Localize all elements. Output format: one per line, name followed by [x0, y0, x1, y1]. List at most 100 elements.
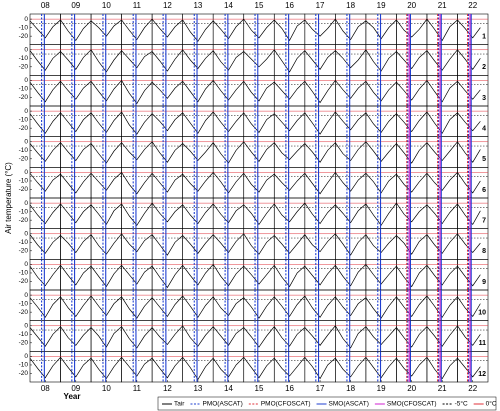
legend-label: -5°C: [455, 400, 468, 408]
y-tick-label: 0: [24, 200, 28, 207]
year-cell: [29, 136, 61, 168]
panel-number: 10: [478, 310, 486, 317]
y-tick-label: 0: [24, 353, 28, 360]
year-cell: [151, 167, 183, 199]
x-tick-label-top: 14: [224, 1, 233, 10]
y-tick-label: -20: [19, 309, 29, 316]
x-tick-label-bottom: 20: [407, 384, 416, 393]
y-tick-label: -20: [19, 33, 29, 40]
year-cell: [182, 44, 214, 76]
x-tick-label-top: 15: [255, 1, 264, 10]
y-tick-label: 0: [24, 261, 28, 268]
panel-number: 9: [482, 279, 486, 286]
y-tick-label: -20: [19, 340, 29, 347]
x-tick-label-top: 13: [193, 1, 202, 10]
x-tick-label-top: 21: [438, 1, 447, 10]
x-tick-label-bottom: 21: [438, 384, 447, 393]
year-cell: [121, 289, 153, 321]
year-cell: [151, 13, 183, 45]
y-tick-label: -20: [19, 278, 29, 285]
panel-number: 5: [482, 156, 486, 163]
year-cell: [396, 197, 428, 229]
year-cell: [121, 44, 153, 76]
year-cell: [60, 75, 92, 107]
y-tick-label: -20: [19, 217, 29, 224]
x-tick-label-top: 09: [71, 1, 80, 10]
x-tick-label-bottom: 10: [102, 384, 111, 393]
year-cell: [273, 351, 306, 383]
year-cell: [273, 228, 306, 260]
y-tick-label: -20: [19, 125, 29, 132]
year-cell: [273, 44, 306, 76]
year-cell: [304, 351, 336, 383]
y-tick-label: 0: [24, 46, 28, 53]
x-tick-label-bottom: 22: [468, 384, 477, 393]
year-cell: [243, 259, 275, 291]
y-tick-label: 0: [24, 292, 28, 299]
year-cell: [365, 13, 397, 45]
year-cell: [151, 75, 183, 107]
year-cell: [273, 167, 306, 199]
year-cell: [29, 289, 61, 321]
year-cell: [182, 105, 214, 137]
year-cell: [182, 228, 214, 260]
panel-number: 7: [482, 218, 486, 225]
y-tick-label: 0: [24, 230, 28, 237]
y-tick-label: 0: [24, 169, 28, 176]
year-cell: [29, 105, 61, 137]
temperature-line: [29, 171, 481, 195]
legend-label: Tair: [174, 401, 185, 408]
year-cell: [335, 75, 367, 107]
x-tick-label-top: 10: [102, 1, 111, 10]
year-cell: [212, 289, 245, 321]
y-tick-label: -10: [19, 239, 29, 246]
year-cell: [304, 105, 336, 137]
y-tick-label: -20: [19, 370, 29, 377]
year-cell: [212, 75, 245, 107]
y-tick-label: -10: [19, 300, 29, 307]
y-tick-label: -10: [19, 362, 29, 369]
y-tick-label: -20: [19, 186, 29, 193]
x-tick-label-top: 17: [316, 1, 325, 10]
y-tick-label: -10: [19, 178, 29, 185]
x-tick-label-bottom: 09: [71, 384, 80, 393]
year-cell: [273, 197, 306, 229]
x-tick-label-top: 12: [163, 1, 172, 10]
year-cell: [60, 197, 92, 229]
year-cell: [60, 44, 92, 76]
x-tick-label-bottom: 14: [224, 384, 233, 393]
panel-number: 6: [482, 187, 486, 194]
x-tick-label-top: 18: [346, 1, 355, 10]
panel-number: 11: [479, 340, 487, 347]
y-tick-label: 0: [24, 138, 28, 145]
year-cell: [304, 75, 336, 107]
year-cell: [335, 44, 367, 76]
year-cell: [121, 228, 153, 260]
year-cell: [396, 167, 428, 199]
year-cell: [121, 351, 153, 383]
y-axis-label: Air temperature (°C): [4, 162, 13, 234]
panel-number: 12: [478, 371, 486, 378]
panel-number: 2: [482, 64, 486, 71]
year-cell: [90, 259, 122, 291]
x-tick-label-top: 22: [468, 1, 477, 10]
temperature-line: [29, 141, 481, 164]
year-cell: [60, 320, 92, 352]
year-cell: [273, 259, 306, 291]
legend-label: 0°C: [486, 400, 497, 408]
year-cell: [60, 228, 92, 260]
legend-label: SMO(CFOSCAT): [387, 401, 437, 408]
x-tick-label-bottom: 17: [316, 384, 325, 393]
year-cell: [60, 136, 92, 168]
year-cell: [304, 44, 336, 76]
legend-label: PMO(CFOSCAT): [261, 401, 311, 408]
y-tick-label: 0: [24, 16, 28, 23]
year-cell: [182, 136, 214, 168]
y-tick-label: -10: [19, 86, 29, 93]
x-tick-label-bottom: 12: [163, 384, 172, 393]
year-cell: [90, 351, 122, 383]
y-tick-label: -10: [19, 55, 29, 62]
year-cell: [212, 320, 245, 352]
temperature-line: [29, 263, 481, 289]
year-cell: [365, 289, 397, 321]
